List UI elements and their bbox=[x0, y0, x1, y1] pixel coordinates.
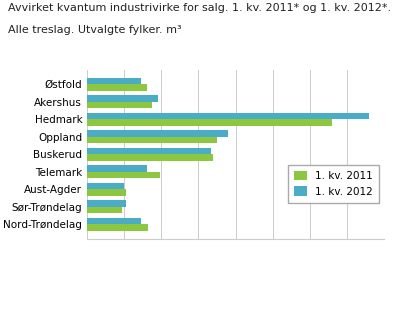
Bar bbox=[87, 130, 228, 137]
Bar bbox=[87, 200, 126, 207]
Bar bbox=[87, 148, 211, 154]
Bar bbox=[87, 218, 141, 224]
Bar bbox=[87, 189, 126, 196]
Text: Alle treslag. Utvalgte fylker. m³: Alle treslag. Utvalgte fylker. m³ bbox=[8, 25, 181, 35]
Text: Avvirket kvantum industrivirke for salg. 1. kv. 2011* og 1. kv. 2012*.: Avvirket kvantum industrivirke for salg.… bbox=[8, 3, 391, 13]
Bar bbox=[87, 183, 124, 189]
Legend: 1. kv. 2011, 1. kv. 2012: 1. kv. 2011, 1. kv. 2012 bbox=[288, 165, 379, 203]
Bar bbox=[87, 224, 148, 231]
Bar bbox=[87, 102, 152, 108]
Bar bbox=[87, 137, 217, 143]
Bar bbox=[87, 119, 332, 126]
Bar bbox=[87, 78, 141, 84]
Bar bbox=[87, 165, 147, 172]
Bar bbox=[87, 154, 213, 161]
Bar bbox=[87, 95, 158, 102]
Bar bbox=[87, 207, 122, 213]
Bar bbox=[87, 172, 160, 178]
Bar bbox=[87, 84, 147, 91]
Bar bbox=[87, 113, 369, 119]
